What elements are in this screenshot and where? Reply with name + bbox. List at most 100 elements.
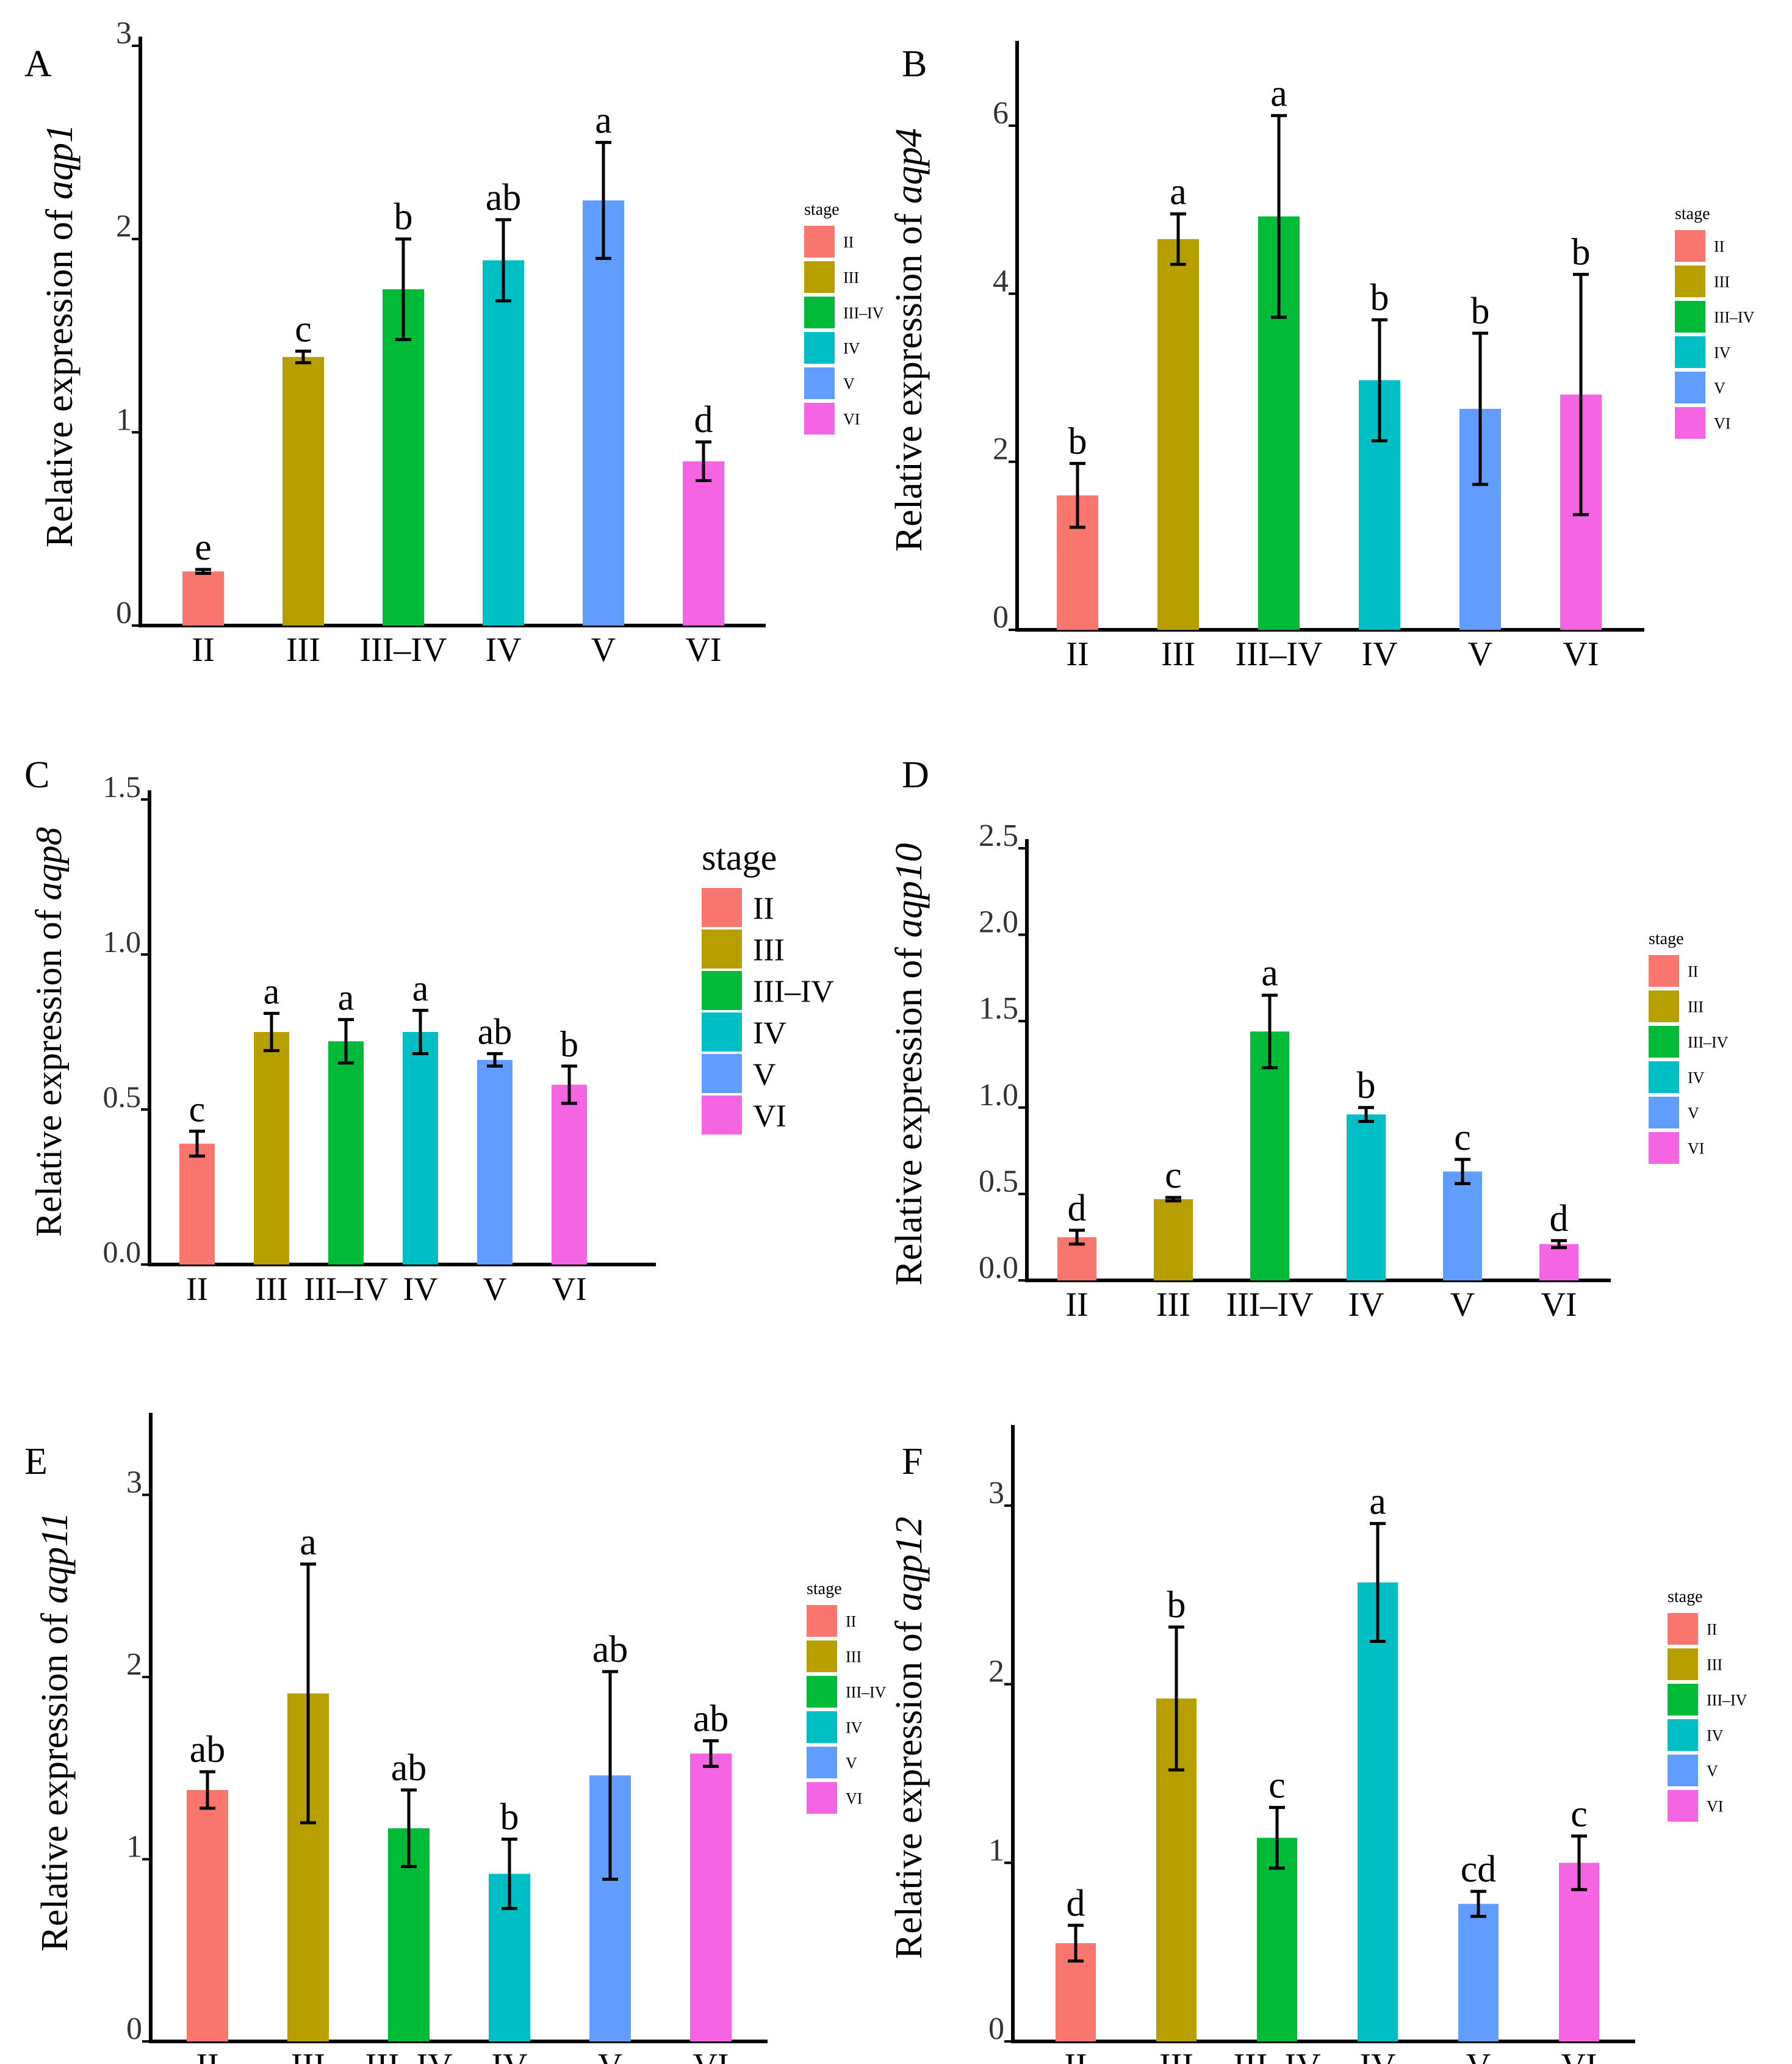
significance-letter: b [1370,277,1389,319]
significance-letter: c [1454,1117,1471,1158]
significance-letter: b [500,1797,519,1838]
y-tick-label: 0.5 [979,1164,1018,1199]
legend-label-3: IV [1707,1727,1724,1744]
legend-label-0: II [1707,1620,1717,1638]
legend-label-2: III–IV [846,1683,887,1701]
significance-letter: a [595,99,612,141]
panel-letter: D [902,754,929,796]
y-axis-label: Relative expression of aqp12 [888,1517,930,1959]
x-tick-label: II [192,631,214,669]
significance-letter: d [1068,1188,1087,1229]
significance-letter: a [1369,1481,1386,1522]
x-tick-label: III–IV [1233,2047,1320,2064]
y-tick-label: 6 [993,96,1009,131]
y-axis-label-gene: aqp1 [39,124,81,200]
significance-letter: d [1550,1198,1569,1239]
legend-swatch-1 [804,261,835,293]
bar-1 [1157,239,1199,630]
y-axis-label: Relative expression of aqp10 [888,843,930,1286]
y-tick-label: 2 [993,432,1009,467]
bar-5 [1539,1244,1578,1280]
x-tick-label: III [1159,2047,1193,2064]
bar-3 [1358,1582,1398,2041]
panel-letter: A [24,43,52,85]
legend-label-1: III [1714,273,1730,290]
y-axis-label-gene: aqp8 [29,827,69,900]
significance-letter: c [1165,1155,1182,1196]
x-tick-label: V [1450,1286,1475,1324]
x-tick-label: IV [485,631,521,669]
bar-2 [1250,1031,1289,1280]
bar-4 [583,200,624,626]
legend-swatch-0 [1675,230,1705,262]
y-axis-label-prefix: Relative expression of [34,1604,76,1952]
x-tick-label: III [1156,1286,1190,1324]
x-tick-label: III [291,2047,325,2064]
y-tick-label: 2 [116,209,132,244]
legend-swatch-4 [807,1747,837,1778]
x-tick-label: III [255,1271,288,1307]
y-tick-label: 2 [988,1654,1004,1689]
panel-letter: C [24,754,49,796]
legend-swatch-2 [807,1676,837,1708]
y-tick-label: 0.0 [103,1235,142,1269]
bar-0 [179,1143,215,1265]
legend-swatch-3 [804,332,835,364]
legend-title: stage [1668,1587,1703,1606]
y-axis-label-gene: aqp11 [34,1512,76,1603]
significance-letter: ab [486,177,522,218]
panel-E: E 0 1 2 3 Relative expression of aqp11 ab II a II… [24,1413,887,2064]
y-tick-label: 1 [988,1833,1004,1867]
x-tick-label: IV [1361,635,1397,673]
bar-2 [383,289,424,626]
significance-letter: a [300,1521,317,1563]
legend-swatch-1 [1649,991,1679,1022]
legend-label-4: V [843,375,855,392]
y-tick-label: 0.0 [979,1250,1018,1285]
legend-title: stage [702,837,777,878]
x-tick-label: VI [1541,1286,1577,1324]
legend-swatch-4 [1649,1097,1679,1128]
x-tick-label: V [1466,2047,1491,2064]
legend-swatch-5 [1668,1790,1698,1822]
legend-label-4: V [1714,379,1725,397]
y-tick-label: 1 [116,402,132,437]
legend-swatch-0 [804,226,835,258]
bar-2 [1257,1838,1297,2041]
significance-letter: e [195,527,212,568]
legend-swatch-5 [804,403,835,435]
legend-label-1: III [843,269,859,286]
legend-label-4: V [846,1754,857,1772]
legend-label-5: VI [753,1099,786,1134]
legend-swatch-2 [1668,1684,1698,1716]
y-axis-label-gene: aqp4 [888,128,930,204]
legend-swatch-1 [1668,1648,1698,1680]
legend-swatch-0 [1649,955,1679,987]
panel-C: C 0.0 0.5 1.0 1.5 Relative expression of aqp8… [24,754,834,1307]
legend-label-0: II [846,1612,856,1630]
panel-D: D 0.0 0.5 1.0 1.5 2.0 2.5 Relative expression o… [888,754,1729,1324]
legend-title: stage [1675,204,1710,223]
y-axis-label: Relative expression of aqp4 [888,128,930,552]
legend-swatch-5 [1649,1132,1679,1164]
legend-label-5: VI [1707,1797,1723,1815]
bar-4 [1443,1171,1482,1280]
significance-letter: ab [693,1698,729,1739]
significance-letter: c [189,1089,206,1130]
significance-letter: b [1471,290,1490,332]
legend-swatch-1 [807,1640,837,1672]
x-tick-label: VI [693,2047,729,2064]
significance-letter: b [1068,420,1087,462]
legend-swatch-5 [702,1095,742,1135]
significance-letter: a [338,978,354,1018]
significance-letter: d [694,399,713,441]
panel-letter: E [24,1441,48,1482]
legend-label-1: III [1707,1656,1722,1673]
y-axis-label-prefix: Relative expression of [39,200,81,547]
x-tick-label: IV [1359,2047,1395,2064]
significance-letter: b [394,197,413,238]
significance-letter: a [412,968,429,1008]
legend-swatch-5 [807,1782,837,1814]
bar-5 [690,1753,732,2041]
